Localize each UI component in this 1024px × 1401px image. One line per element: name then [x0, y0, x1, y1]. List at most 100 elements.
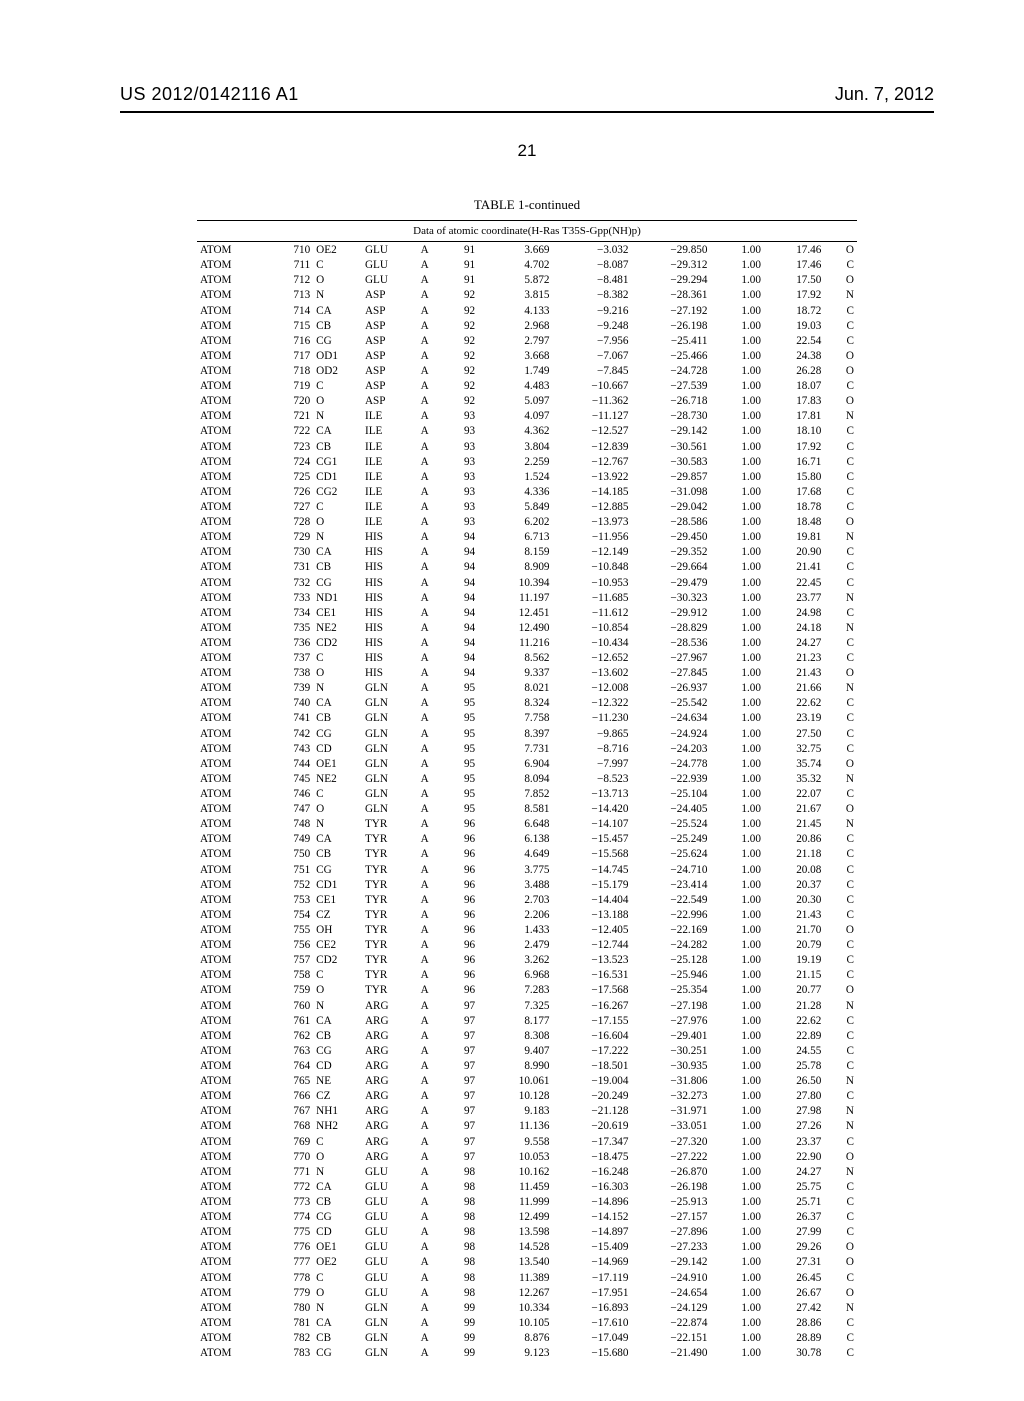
table-cell: −32.273	[632, 1089, 711, 1104]
table-cell: 1.00	[711, 877, 764, 892]
publication-number: US 2012/0142116 A1	[120, 84, 299, 105]
table-cell: −29.664	[632, 560, 711, 575]
table-cell: 7.283	[478, 983, 552, 998]
table-cell: 757	[267, 953, 313, 968]
table-cell: −25.354	[632, 983, 711, 998]
table-cell: 4.097	[478, 409, 552, 424]
table-cell: 1.00	[711, 1240, 764, 1255]
table-cell: 748	[267, 817, 313, 832]
table-cell: CD	[313, 1225, 362, 1240]
table-cell: 1.00	[711, 364, 764, 379]
table-row: ATOM742CGGLNA958.397−9.865−24.9241.0027.…	[197, 726, 857, 741]
table-cell: OD2	[313, 364, 362, 379]
table-cell: −29.912	[632, 605, 711, 620]
table-cell: A	[411, 243, 439, 258]
table-cell: CA	[313, 696, 362, 711]
table-cell: −10.953	[553, 575, 632, 590]
table-cell: CZ	[313, 908, 362, 923]
table-row: ATOM779OGLUA9812.267−17.951−24.6541.0026…	[197, 1285, 857, 1300]
table-cell: −27.198	[632, 998, 711, 1013]
table-cell: 1.00	[711, 1164, 764, 1179]
table-cell: 97	[439, 1059, 479, 1074]
table-cell: A	[411, 273, 439, 288]
table-cell: 21.45	[764, 817, 824, 832]
table-cell: −8.716	[553, 741, 632, 756]
table-cell: ATOM	[197, 303, 267, 318]
table-cell: 11.459	[478, 1179, 552, 1194]
table-cell: −12.744	[553, 938, 632, 953]
table-row: ATOM754CZTYRA962.206−13.188−22.9961.0021…	[197, 908, 857, 923]
table-row: ATOM727CILEA935.849−12.885−29.0421.0018.…	[197, 500, 857, 515]
table-cell: −13.973	[553, 515, 632, 530]
table-cell: −31.098	[632, 484, 711, 499]
table-cell: 12.451	[478, 605, 552, 620]
table-row: ATOM773CBGLUA9811.999−14.896−25.9131.002…	[197, 1195, 857, 1210]
table-cell: ATOM	[197, 711, 267, 726]
table-cell: ATOM	[197, 379, 267, 394]
table-cell: A	[411, 1195, 439, 1210]
table-cell: A	[411, 288, 439, 303]
table-cell: GLN	[362, 772, 411, 787]
table-cell: 1.00	[711, 303, 764, 318]
table-cell: −17.610	[553, 1315, 632, 1330]
table-cell: CA	[313, 424, 362, 439]
table-row: ATOM714CAASPA924.133−9.216−27.1921.0018.…	[197, 303, 857, 318]
table-cell: −11.685	[553, 590, 632, 605]
table-cell: 14.528	[478, 1240, 552, 1255]
table-cell: 7.325	[478, 998, 552, 1013]
table-cell: C	[824, 605, 857, 620]
table-cell: 720	[267, 394, 313, 409]
table-cell: −14.969	[553, 1255, 632, 1270]
table-cell: A	[411, 1240, 439, 1255]
table-cell: 6.713	[478, 530, 552, 545]
table-row: ATOM762CBARGA978.308−16.604−29.4011.0022…	[197, 1028, 857, 1043]
table-cell: 715	[267, 318, 313, 333]
table-cell: −14.152	[553, 1210, 632, 1225]
table-cell: A	[411, 258, 439, 273]
table-cell: A	[411, 364, 439, 379]
table-cell: HIS	[362, 620, 411, 635]
table-cell: −16.267	[553, 998, 632, 1013]
table-cell: −12.527	[553, 424, 632, 439]
table-cell: −9.865	[553, 726, 632, 741]
table-cell: 749	[267, 832, 313, 847]
table-cell: GLU	[362, 1240, 411, 1255]
table-cell: 21.15	[764, 968, 824, 983]
table-cell: −27.967	[632, 651, 711, 666]
table-cell: −28.586	[632, 515, 711, 530]
table-cell: 95	[439, 772, 479, 787]
table-cell: −7.956	[553, 333, 632, 348]
table-cell: 17.92	[764, 288, 824, 303]
table-cell: −22.996	[632, 908, 711, 923]
table-row: ATOM751CGTYRA963.775−14.745−24.7101.0020…	[197, 862, 857, 877]
table-cell: ATOM	[197, 787, 267, 802]
table-cell: 751	[267, 862, 313, 877]
table-cell: 1.00	[711, 1119, 764, 1134]
table-cell: 743	[267, 741, 313, 756]
table-cell: N	[824, 1300, 857, 1315]
table-cell: 97	[439, 1013, 479, 1028]
table-cell: 1.00	[711, 605, 764, 620]
publication-date: Jun. 7, 2012	[835, 84, 934, 105]
table-row: ATOM721NILEA934.097−11.127−28.7301.0017.…	[197, 409, 857, 424]
table-cell: −13.188	[553, 908, 632, 923]
table-cell: 10.105	[478, 1315, 552, 1330]
table-cell: ATOM	[197, 258, 267, 273]
table-cell: 717	[267, 348, 313, 363]
table-cell: C	[824, 1270, 857, 1285]
page: US 2012/0142116 A1 Jun. 7, 2012 21 TABLE…	[0, 0, 1024, 1401]
table-cell: A	[411, 1225, 439, 1240]
table-cell: 94	[439, 575, 479, 590]
table-cell: A	[411, 968, 439, 983]
table-cell: A	[411, 953, 439, 968]
table-cell: 1.00	[711, 560, 764, 575]
table-cell: 97	[439, 1089, 479, 1104]
table-cell: ATOM	[197, 500, 267, 515]
table-cell: 750	[267, 847, 313, 862]
table-cell: −13.523	[553, 953, 632, 968]
table-cell: ATOM	[197, 1013, 267, 1028]
table-cell: GLN	[362, 726, 411, 741]
table-cell: 26.45	[764, 1270, 824, 1285]
table-cell: HIS	[362, 605, 411, 620]
table-cell: 97	[439, 1149, 479, 1164]
